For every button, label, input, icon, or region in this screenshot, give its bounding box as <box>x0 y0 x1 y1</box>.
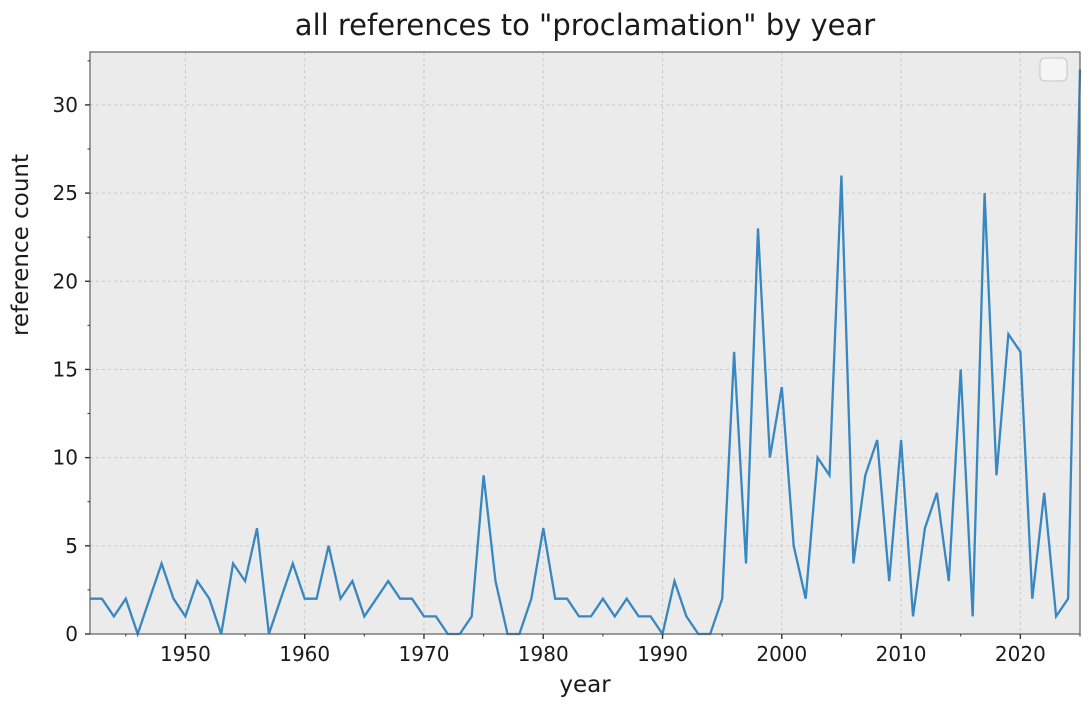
plot-background <box>90 52 1080 634</box>
y-tick-label: 20 <box>53 269 78 293</box>
y-tick-label: 5 <box>65 534 78 558</box>
x-tick-label: 2000 <box>756 642 807 666</box>
x-tick-label: 1970 <box>399 642 450 666</box>
y-tick-label: 0 <box>65 622 78 646</box>
x-tick-label: 1960 <box>279 642 330 666</box>
data-line <box>90 69 1082 638</box>
chart-title: all references to "proclamation" by year <box>294 8 876 42</box>
x-axis-label: year <box>559 672 611 698</box>
legend-box <box>1039 57 1068 82</box>
x-tick-label: 2010 <box>876 642 927 666</box>
x-tick-label: 1980 <box>518 642 569 666</box>
x-tick-label: 1950 <box>160 642 211 666</box>
x-tick-label: 1990 <box>637 642 688 666</box>
y-tick-label: 30 <box>53 93 78 117</box>
x-tick-label: 2020 <box>995 642 1046 666</box>
y-tick-label: 25 <box>53 181 78 205</box>
y-tick-label: 15 <box>53 357 78 381</box>
axes-spines <box>89 51 1081 635</box>
y-tick-label: 10 <box>53 446 78 470</box>
